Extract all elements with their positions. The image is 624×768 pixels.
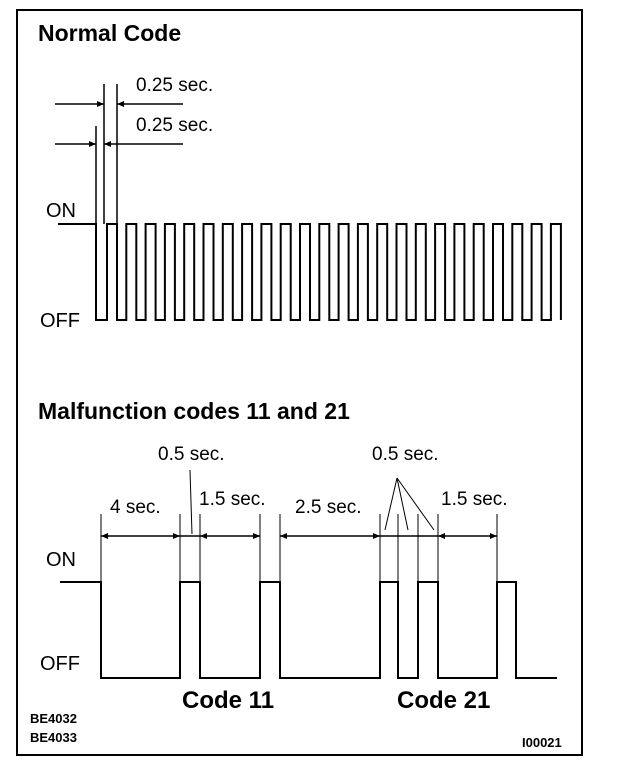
dim-label-off-time: 0.25 sec. — [136, 115, 214, 136]
dim-1-5-sec-code21: 1.5 sec. — [441, 489, 508, 510]
dim-4-sec: 4 sec. — [110, 497, 161, 518]
arrowhead — [89, 141, 96, 147]
code-waveform — [60, 581, 557, 679]
leader-line — [384, 477, 398, 531]
leader-line — [396, 477, 409, 531]
dim-1-5-sec-code11: 1.5 sec. — [199, 489, 266, 510]
arrowhead — [280, 533, 287, 539]
malfunction-title: Malfunction codes 11 and 21 — [38, 398, 350, 424]
malfunction-waveform — [60, 581, 557, 679]
malfunction-dimensions — [100, 469, 498, 582]
arrowhead — [438, 533, 445, 539]
normal-code-dimensions — [55, 84, 183, 224]
code-21-label: Code 21 — [397, 687, 491, 714]
code-11-label: Code 11 — [182, 687, 275, 714]
ref-code-2: BE4033 — [30, 730, 77, 745]
leader-line — [396, 477, 435, 531]
normal-code-waveform — [58, 223, 562, 321]
arrowhead — [490, 533, 497, 539]
malfunction-on-label: ON — [46, 549, 76, 571]
figure-id: I00021 — [522, 735, 562, 750]
arrowhead — [97, 101, 104, 107]
arrowhead — [200, 533, 207, 539]
arrowhead — [173, 533, 180, 539]
dim-label-on-time: 0.25 sec. — [136, 75, 214, 96]
dim-0-5-sec-code21: 0.5 sec. — [372, 444, 439, 465]
dim-2-5-sec: 2.5 sec. — [295, 497, 362, 518]
arrowhead — [373, 533, 380, 539]
normal-off-label: OFF — [40, 310, 80, 332]
normal-on-label: ON — [46, 200, 76, 222]
ref-code-1: BE4032 — [30, 711, 77, 726]
leader-line — [189, 469, 193, 535]
square-wave — [58, 223, 562, 321]
dim-0-5-sec-code11: 0.5 sec. — [158, 444, 225, 465]
arrowhead — [104, 141, 111, 147]
arrowhead — [117, 101, 124, 107]
frame — [16, 9, 583, 756]
arrowhead — [101, 533, 108, 539]
normal-code-title: Normal Code — [38, 20, 182, 46]
malfunction-off-label: OFF — [40, 653, 80, 675]
arrowhead — [253, 533, 260, 539]
